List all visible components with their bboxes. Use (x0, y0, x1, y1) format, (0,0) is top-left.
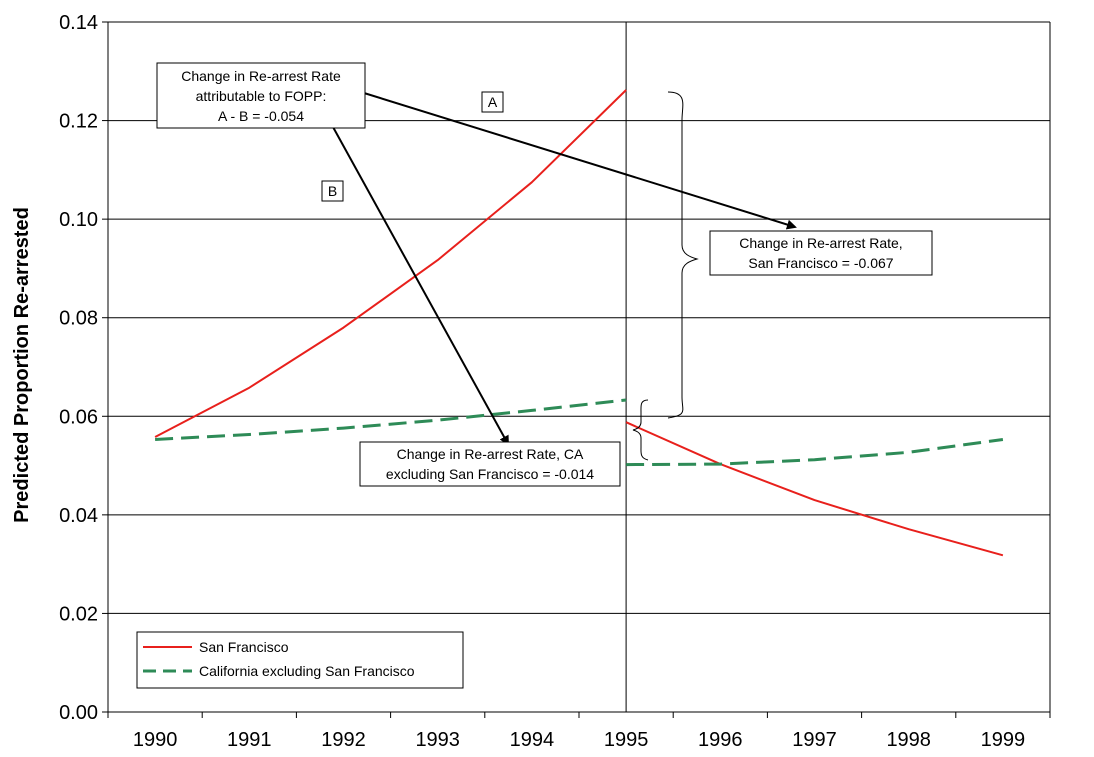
annotation-label-b: B (321, 180, 344, 202)
y-tick-label: 0.10 (59, 209, 98, 231)
x-tick-label: 1993 (415, 729, 460, 751)
annotation-ca-change: Change in Re-arrest Rate, CA excluding S… (359, 441, 621, 487)
y-tick-label: 0.08 (59, 308, 98, 330)
annotation-graphics (332, 91, 797, 461)
y-tick-label: 0.12 (59, 111, 98, 133)
x-tick-label: 1994 (510, 729, 555, 751)
y-tick-label: 0.02 (59, 603, 98, 625)
y-tick-label: 0.00 (59, 702, 98, 724)
annotation-label-a-text: A (488, 94, 498, 110)
x-tick-label: 1997 (792, 729, 837, 751)
axes: 0.00 0.02 0.04 0.06 0.08 0.10 0.12 0.14 1990 1991… (59, 12, 1051, 751)
brace-san-francisco (667, 91, 699, 419)
x-tick-label: 1998 (886, 729, 931, 751)
series-line-san-francisco-segment-2 (625, 421, 1004, 557)
annotation-sf-change-line-1: Change in Re-arrest Rate, (739, 235, 902, 251)
annotation-sf-change-line-2: San Francisco = -0.067 (748, 255, 893, 271)
y-tick-label: 0.06 (59, 406, 98, 428)
annotation-fopp-line-2: attributable to FOPP: (196, 88, 327, 104)
series-line-california-segment-2 (626, 438, 1004, 467)
annotation-label-a: A (481, 91, 504, 113)
legend-label-san-francisco: San Francisco (199, 639, 289, 655)
series-lines (154, 89, 1004, 557)
x-tick-label: 1995 (604, 729, 649, 751)
x-tick-label: 1990 (133, 729, 178, 751)
annotation-ca-change-line-2: excluding San Francisco = -0.014 (386, 466, 594, 482)
annotation-fopp: Change in Re-arrest Rate attributable to… (156, 62, 366, 129)
arrow-a (363, 92, 797, 230)
legend: San Francisco California excluding San F… (136, 631, 464, 689)
brace-california (632, 399, 649, 461)
x-tick-label: 1999 (981, 729, 1026, 751)
x-tick-label: 1991 (227, 729, 272, 751)
annotation-fopp-line-3: A - B = -0.054 (218, 108, 304, 124)
legend-label-california: California excluding San Francisco (199, 663, 415, 679)
x-tick-label: 1996 (698, 729, 743, 751)
y-tick-label: 0.14 (59, 12, 98, 34)
arrow-b (332, 126, 509, 446)
series-line-california-segment-1 (155, 398, 627, 441)
annotation-ca-change-line-1: Change in Re-arrest Rate, CA (397, 446, 584, 462)
y-axis-title: Predicted Proportion Re-arrested (11, 207, 33, 523)
annotation-label-b-text: B (328, 183, 337, 199)
annotation-fopp-line-1: Change in Re-arrest Rate (181, 68, 341, 84)
x-tick-label: 1992 (321, 729, 366, 751)
y-tick-label: 0.04 (59, 505, 98, 527)
annotation-sf-change: Change in Re-arrest Rate, San Francisco … (709, 230, 933, 276)
series-line-san-francisco-segment-1 (154, 89, 627, 438)
